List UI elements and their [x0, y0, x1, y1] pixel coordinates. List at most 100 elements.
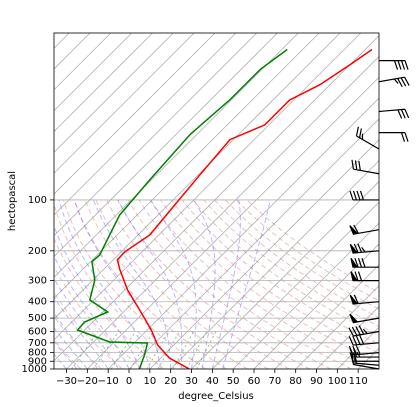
y-tick-label: 400 [28, 297, 47, 308]
isotherm [149, 139, 379, 369]
isotherm [54, 33, 112, 91]
isotherm [87, 76, 379, 369]
isotherm [191, 180, 379, 369]
profile [116, 48, 373, 369]
isotherm [54, 33, 278, 258]
wind-barb [348, 325, 380, 337]
dry-adiabat [203, 199, 379, 327]
dry-adiabat [149, 199, 373, 369]
wind-barb [349, 190, 379, 201]
dry-adiabat [84, 199, 248, 369]
moist-adiabat [58, 199, 151, 369]
isotherm [232, 222, 379, 369]
isotherm [274, 264, 379, 369]
dry-adiabat [106, 199, 290, 369]
moist-adiabat [54, 254, 130, 369]
wind-barb [350, 271, 379, 282]
isotherm [54, 33, 362, 341]
x-tick-label: 30 [185, 376, 198, 387]
wind-barb [349, 224, 380, 235]
wind-barb [379, 132, 409, 142]
wind-barb [349, 313, 380, 324]
isotherm [54, 33, 257, 237]
x-tick-label: 40 [206, 376, 219, 387]
isotherm [316, 305, 379, 369]
x-tick-label: 100 [328, 376, 347, 387]
isotherm [66, 55, 379, 369]
dry-adiabat [171, 199, 379, 354]
dry-adiabat [127, 199, 332, 369]
x-tick-label: 0 [126, 376, 132, 387]
mixing-ratio-line [71, 331, 99, 369]
mixing-ratio-line [92, 331, 119, 369]
dry-adiabat [54, 202, 186, 369]
x-tick-label: −30 [56, 376, 77, 387]
plot-area [76, 48, 410, 370]
isotherm [54, 33, 153, 133]
x-tick-label: 90 [310, 376, 323, 387]
isotherm [378, 368, 379, 369]
mixing-ratio-line [196, 331, 217, 369]
dry-adiabat [117, 199, 311, 369]
x-tick-label: 60 [248, 376, 261, 387]
x-tick-label: −20 [77, 376, 98, 387]
wind-barb [348, 345, 380, 356]
wind-barb [378, 108, 410, 119]
dry-adiabat [73, 199, 227, 369]
isotherm [54, 33, 132, 112]
y-tick-label: 1000 [22, 364, 47, 375]
mixing-ratio-line [129, 331, 154, 369]
isotherm [295, 285, 379, 369]
mixing-ratio-line [110, 331, 136, 369]
profile [76, 48, 288, 369]
mixing-ratio-line [172, 331, 195, 369]
dry-adiabat [138, 199, 352, 369]
moist-adiabat [73, 199, 161, 369]
y-tick-label: 600 [28, 326, 47, 337]
y-tick-label: 900 [28, 356, 47, 367]
isotherm [54, 33, 195, 174]
moist-adiabat [54, 312, 99, 369]
background-lines [0, 33, 379, 369]
x-tick-label: 80 [289, 376, 302, 387]
isotherm [0, 33, 7, 369]
x-tick-label: −10 [98, 376, 119, 387]
mixing-ratio-line [146, 331, 170, 369]
profile-line [76, 48, 288, 369]
wind-barb [355, 126, 380, 150]
x-tick-label: 50 [227, 376, 240, 387]
moist-adiabat [93, 199, 172, 369]
isotherm [253, 243, 379, 369]
dry-adiabat [192, 199, 379, 336]
wind-barb [349, 243, 380, 254]
y-tick-label: 800 [28, 348, 47, 359]
y-tick-label: 500 [28, 313, 47, 324]
moist-adiabat [54, 224, 140, 369]
moist-adiabat [193, 199, 216, 369]
isotherm [54, 33, 216, 195]
moist-adiabat [222, 199, 271, 369]
mixing-ratio-line [186, 331, 208, 369]
y-tick-label: 300 [28, 276, 47, 287]
y-axis-label: hectopascal [7, 171, 18, 231]
isotherm [107, 97, 379, 369]
wind-barb [351, 159, 380, 175]
dry-adiabat [54, 315, 102, 369]
wind-barb [348, 335, 380, 346]
isotherm [54, 33, 320, 299]
dry-adiabat [54, 237, 165, 369]
y-tick-label: 100 [28, 195, 47, 206]
profile-line [116, 48, 373, 369]
wind-barb [350, 257, 379, 268]
isotherm [170, 160, 379, 369]
x-tick-label: 70 [268, 376, 281, 387]
dry-adiabat [95, 199, 269, 369]
moist-adiabat [150, 199, 197, 369]
isotherm [54, 33, 237, 216]
x-tick-label: 20 [164, 376, 177, 387]
dry-adiabat [54, 291, 123, 369]
dry-adiabat [54, 338, 82, 369]
isotherm [54, 33, 299, 278]
isotherm [54, 33, 174, 153]
wind-barb [378, 76, 410, 88]
